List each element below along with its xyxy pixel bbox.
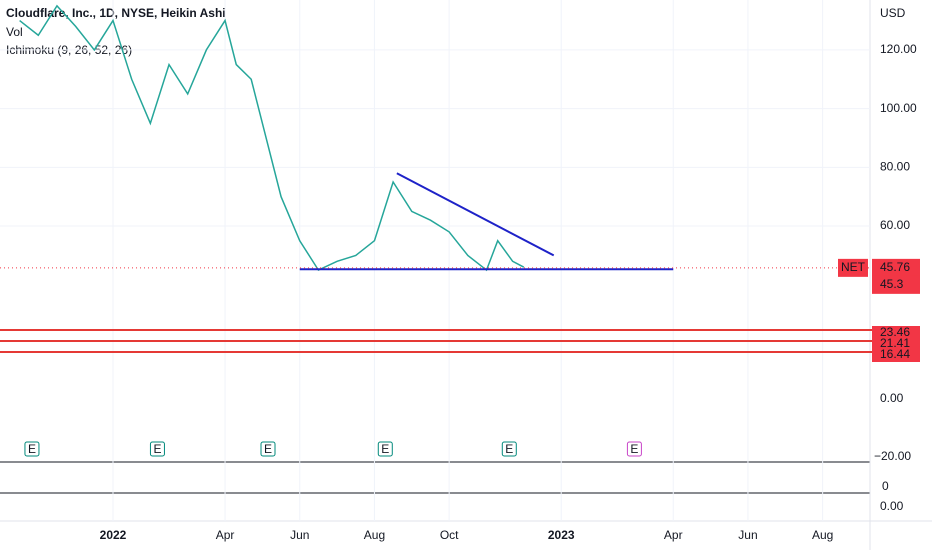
price-line bbox=[19, 4, 525, 272]
symbol-tag bbox=[838, 258, 868, 277]
x-tick-label: Jun bbox=[290, 528, 309, 542]
level-tag bbox=[872, 326, 920, 340]
currency: USD bbox=[880, 6, 906, 20]
price-tag bbox=[872, 258, 920, 277]
trendline bbox=[396, 172, 555, 257]
lower-tick: 0 bbox=[882, 479, 889, 493]
level-label: 23.46 bbox=[880, 325, 910, 339]
symbol-label: NET bbox=[841, 260, 866, 274]
x-tick-label: 2022 bbox=[100, 528, 127, 542]
y-tick-label: 120.00 bbox=[880, 42, 917, 56]
earnings-marker bbox=[501, 441, 517, 457]
x-tick-label: Apr bbox=[216, 528, 235, 542]
earnings-label: E bbox=[381, 442, 389, 456]
earnings-marker bbox=[626, 441, 642, 457]
x-tick-label: Aug bbox=[812, 528, 833, 542]
x-tick-label: 2023 bbox=[548, 528, 575, 542]
price-tag bbox=[872, 275, 920, 294]
level-tag bbox=[872, 348, 920, 362]
x-tick-label: Oct bbox=[440, 528, 459, 542]
y-tick-label: 100.00 bbox=[880, 101, 917, 115]
earnings-marker bbox=[149, 441, 165, 457]
price-label: 45.3 bbox=[880, 277, 904, 291]
earnings-label: E bbox=[505, 442, 513, 456]
y-tick-label: 80.00 bbox=[880, 160, 910, 174]
earnings-marker bbox=[260, 441, 276, 457]
x-tick-label: Apr bbox=[664, 528, 683, 542]
earnings-marker bbox=[24, 441, 40, 457]
level-label: 16.44 bbox=[880, 347, 910, 361]
earnings-label: E bbox=[28, 442, 36, 456]
title: Cloudflare, Inc., 1D, NYSE, Heikin Ashi bbox=[6, 6, 226, 20]
level-tag bbox=[872, 337, 920, 351]
lower-tick: 0.00 bbox=[880, 499, 904, 513]
lower-tick: 0.00 bbox=[880, 391, 904, 405]
x-tick-label: Jun bbox=[738, 528, 757, 542]
y-tick-label: 60.00 bbox=[880, 218, 910, 232]
earnings-label: E bbox=[264, 442, 272, 456]
level-label: 21.41 bbox=[880, 336, 910, 350]
lower-tick: −20.00 bbox=[874, 449, 911, 463]
earnings-label: E bbox=[153, 442, 161, 456]
x-tick-label: Aug bbox=[364, 528, 385, 542]
indicator: Vol bbox=[6, 25, 23, 39]
price-label: 45.76 bbox=[880, 260, 910, 274]
earnings-marker bbox=[377, 441, 393, 457]
earnings-label: E bbox=[630, 442, 638, 456]
